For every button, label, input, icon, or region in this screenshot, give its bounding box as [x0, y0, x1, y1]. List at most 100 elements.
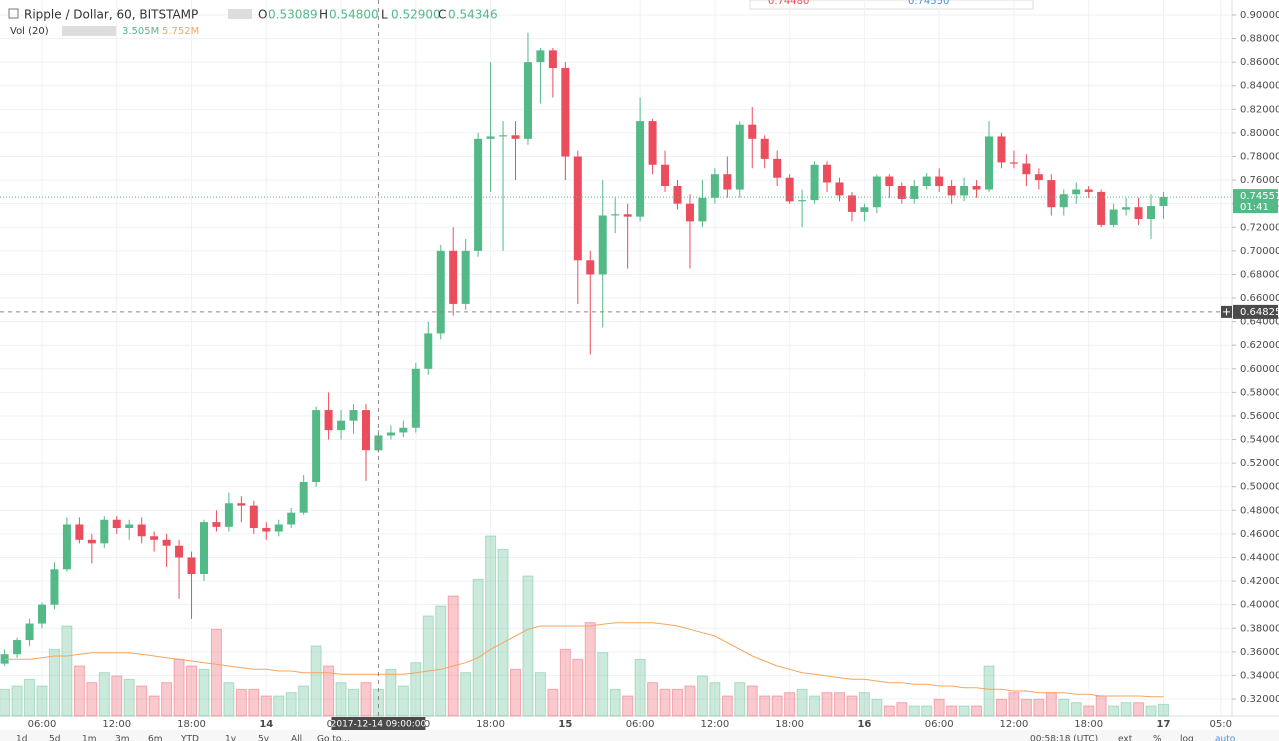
widget-ask: 0.74550 [908, 0, 949, 7]
x-tick-label: 18:00 [177, 719, 206, 730]
candle-body [910, 185, 919, 199]
settings-icons[interactable] [228, 9, 252, 19]
candle-body [25, 623, 34, 641]
y-tick-label: 0.66000 [1240, 293, 1279, 304]
toolbar-button[interactable]: 5d [49, 735, 60, 741]
ohlc-value: 0.53089 [268, 8, 318, 22]
candle-body [324, 410, 333, 431]
volume-bar [696, 675, 708, 717]
candle-body [1097, 191, 1106, 225]
volume-bar [921, 705, 933, 717]
x-tick-label: 06:00 [28, 719, 57, 730]
volume-bar [435, 605, 447, 717]
volume-icons[interactable] [62, 26, 116, 36]
y-tick-label: 0.34000 [1240, 670, 1279, 681]
candle-body [1047, 180, 1056, 208]
x-tick-label: 18:00 [775, 719, 804, 730]
candle-body [175, 545, 184, 558]
candle-body [1009, 162, 1018, 164]
crosshair-price-box [1233, 304, 1278, 319]
candle-body [985, 136, 994, 190]
candle-body [511, 135, 520, 139]
y-tick-label: 0.58000 [1240, 387, 1279, 398]
toolbar-right-button[interactable]: % [1153, 735, 1162, 741]
candle-body [199, 522, 208, 575]
candle-body [287, 512, 296, 525]
volume-bar [48, 648, 60, 717]
y-tick-label: 0.38000 [1240, 623, 1279, 634]
ohlc-value: 0.54800 [329, 8, 379, 22]
candle-body [885, 176, 894, 186]
candle-body [972, 185, 981, 190]
y-tick-label: 0.80000 [1240, 128, 1279, 139]
toolbar-button[interactable]: 6m [148, 735, 163, 741]
top-widget [749, 0, 1034, 10]
candle-body [162, 539, 171, 546]
volume-bar [1083, 705, 1095, 717]
toolbar-button[interactable]: 1y [225, 735, 237, 741]
y-tick-label: 0.48000 [1240, 505, 1279, 516]
crosshair-time-box [331, 717, 426, 730]
volume-bar [0, 688, 11, 717]
volume-bar [136, 685, 148, 717]
candle-body [299, 482, 308, 513]
candle-body [461, 250, 470, 304]
toolbar-button[interactable]: 1m [82, 735, 97, 741]
y-tick-label: 0.72000 [1240, 222, 1279, 233]
candle-body [150, 536, 159, 540]
candle-body [1109, 209, 1118, 225]
volume-bar [871, 698, 883, 717]
x-tick-label: 17 [1157, 719, 1171, 730]
candle-body [536, 50, 545, 63]
volume-bar [547, 688, 559, 717]
volume-bar [422, 615, 434, 717]
collapse-icon[interactable] [8, 8, 19, 19]
candle-body [935, 176, 944, 186]
candle-body [100, 519, 109, 544]
volume-bar [173, 658, 185, 717]
volume-bar [36, 685, 48, 717]
candle-body [474, 138, 483, 251]
toolbar-right-button[interactable]: ext [1118, 735, 1133, 741]
toolbar-button[interactable]: All [291, 735, 302, 741]
candle-body [922, 176, 931, 186]
volume-bar [908, 705, 920, 717]
candle-body [1134, 207, 1143, 220]
x-tick-label: 15 [558, 719, 572, 730]
toolbar-button[interactable]: Go to... [317, 735, 350, 741]
candle-body [947, 185, 956, 196]
ohlc-value: 0.52900 [391, 8, 441, 22]
volume-bar [298, 685, 310, 717]
volume-bar [1070, 702, 1082, 717]
volume-bar [1045, 692, 1057, 717]
toolbar-button[interactable]: YTD [180, 735, 199, 741]
candle-body [361, 410, 370, 451]
volume-bar [1108, 705, 1120, 717]
volume-bar [123, 678, 135, 717]
toolbar-button[interactable]: 3m [115, 735, 130, 741]
volume-bar [1120, 702, 1132, 717]
y-tick-label: 0.50000 [1240, 482, 1279, 493]
y-tick-label: 0.46000 [1240, 529, 1279, 540]
volume-bar [858, 692, 870, 717]
volume-bar [397, 685, 409, 717]
volume-bar [460, 672, 472, 717]
volume-bar [24, 678, 36, 717]
toolbar-button[interactable]: 5y [258, 735, 270, 741]
volume-bar [995, 698, 1007, 717]
volume-bar [1157, 703, 1169, 717]
volume-bar [896, 702, 908, 717]
volume-bar [1058, 698, 1070, 717]
toolbar-button[interactable]: 1d [16, 735, 27, 741]
candle-body [125, 524, 134, 529]
y-tick-label: 0.32000 [1240, 694, 1279, 705]
candle-body [773, 158, 782, 178]
toolbar-right-button[interactable]: log [1180, 735, 1194, 741]
candle-body [1147, 206, 1156, 220]
volume-bar [210, 628, 222, 717]
volume-bar [971, 705, 983, 717]
candle-body [486, 136, 495, 139]
candle-body [424, 333, 433, 369]
toolbar-right-button[interactable]: auto [1215, 735, 1236, 741]
